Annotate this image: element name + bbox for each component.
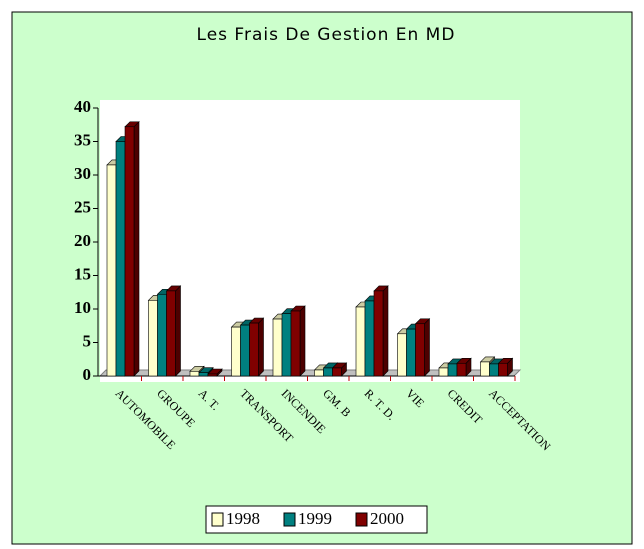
bar-front (438, 367, 449, 377)
bar-front (480, 361, 490, 377)
legend (205, 505, 428, 534)
bar-front (456, 362, 467, 377)
bar (165, 285, 182, 377)
bar (124, 121, 140, 377)
y-tick-label: 40 (74, 97, 91, 116)
bar-front (231, 326, 241, 377)
y-tick-label: 30 (74, 164, 91, 183)
bar (290, 305, 306, 377)
bar (456, 357, 472, 377)
bar (331, 362, 348, 377)
bar-side (258, 317, 264, 377)
bar-front (406, 328, 416, 377)
bar (373, 285, 389, 377)
bar-front (489, 363, 499, 377)
y-tick-label: 35 (74, 130, 91, 149)
y-tick-label: 10 (74, 298, 91, 317)
y-tick-label: 15 (74, 264, 91, 283)
bar-front (166, 290, 176, 377)
bar-front (355, 306, 366, 377)
bar-front (447, 363, 458, 377)
y-tick-label: 25 (74, 197, 91, 216)
bar-front (314, 369, 324, 377)
bar-front (198, 372, 209, 377)
legend-label: 2000 (370, 509, 404, 528)
bar-front (106, 164, 117, 377)
bar-front (498, 362, 508, 377)
bar (248, 317, 265, 377)
legend-label: 1999 (298, 509, 332, 528)
bar-front (207, 373, 218, 377)
bar-front (373, 290, 384, 377)
bar-front (115, 141, 126, 377)
bar-front (415, 323, 425, 377)
bar-front (397, 333, 407, 377)
bar-side (299, 305, 306, 377)
bar-front (124, 126, 135, 377)
bar-front (157, 293, 167, 377)
bar-front (281, 313, 292, 377)
y-tick-label: 0 (83, 365, 92, 384)
bar (497, 357, 514, 377)
bar-side (382, 285, 389, 377)
chart-title: Les Frais De Gestion En MD (197, 25, 456, 45)
legend-swatch (211, 512, 224, 527)
bar-side (175, 285, 181, 377)
legend-swatch (283, 512, 296, 527)
y-tick-label: 20 (74, 231, 91, 250)
legend-label: 1998 (226, 509, 260, 528)
legend-swatch (355, 512, 368, 527)
bar-front (323, 367, 333, 377)
bar (207, 368, 223, 377)
bar-side (424, 318, 430, 377)
bar-front (148, 299, 158, 377)
y-tick-label: 5 (83, 331, 92, 350)
bar-front (189, 371, 200, 377)
bar-front (332, 367, 342, 377)
bar-side (133, 121, 140, 377)
bar-front (249, 322, 259, 377)
bar-front (272, 318, 283, 377)
bar-front (240, 324, 250, 377)
bar-front (364, 300, 375, 377)
bar (414, 318, 431, 377)
bar-front (290, 310, 301, 377)
